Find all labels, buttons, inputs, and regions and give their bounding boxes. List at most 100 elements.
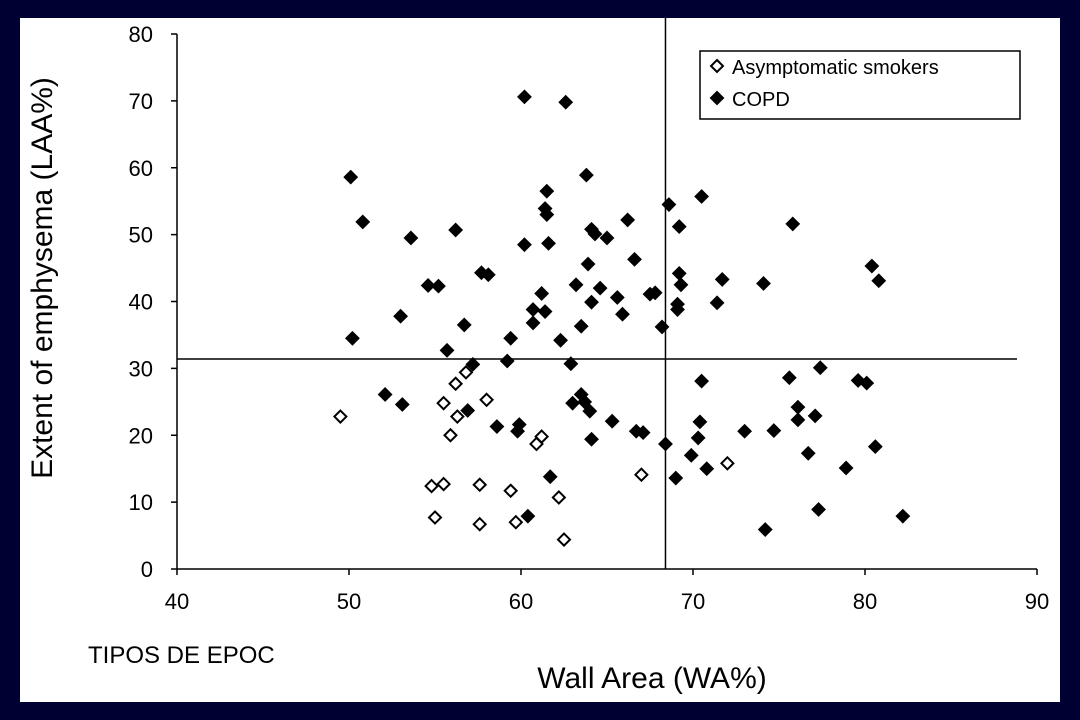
- copd-point: [520, 508, 536, 524]
- copd-point: [537, 304, 553, 319]
- legend-label-asymptomatic: Asymptomatic smokers: [732, 57, 939, 79]
- copd-point: [671, 265, 687, 281]
- x-axis-ticks: 40 50 60 70 80 90: [165, 569, 1049, 614]
- copd-point: [599, 230, 615, 246]
- asymptomatic-smoker-point: [551, 490, 567, 505]
- copd-point: [864, 258, 880, 274]
- copd-point: [565, 395, 581, 411]
- copd-point: [615, 306, 630, 322]
- copd-point: [489, 419, 505, 434]
- copd-point: [737, 423, 753, 439]
- copd-point: [766, 423, 782, 438]
- scatter-chart: 0 10 20 30 40 50 60 70 80 40 50 60 70 80 90 Asymptoma…: [26, 18, 1049, 695]
- copd-point: [439, 342, 455, 358]
- copd-point: [694, 189, 710, 204]
- copd-point: [587, 226, 603, 242]
- legend-box: [699, 50, 1021, 120]
- y-tick-label: 30: [129, 356, 153, 381]
- copd-point: [517, 89, 532, 105]
- note-label: TIPOS DE EPOC: [88, 642, 275, 669]
- y-tick-label: 40: [129, 290, 153, 315]
- y-tick-label: 20: [129, 423, 153, 448]
- copd-point: [647, 285, 663, 301]
- copd-point: [393, 308, 409, 324]
- copd-point: [573, 318, 589, 334]
- copd-point: [448, 222, 464, 238]
- copd-point: [871, 273, 887, 289]
- asymptomatic-smoker-point: [332, 409, 348, 424]
- copd-point: [661, 197, 677, 212]
- copd-point: [859, 375, 875, 391]
- copd-point: [781, 370, 797, 386]
- copd-point: [709, 295, 725, 311]
- copd-point: [635, 425, 651, 440]
- copd-point: [553, 332, 568, 348]
- copd-point: [584, 431, 599, 447]
- copd-point: [790, 412, 806, 428]
- asymptomatic-smoker-point: [508, 514, 524, 530]
- x-tick-label: 60: [509, 589, 533, 614]
- copd-point: [811, 502, 826, 517]
- data-points: [332, 89, 911, 547]
- asymptomatic-smoker-point: [436, 395, 452, 411]
- copd-point: [692, 414, 708, 430]
- copd-point: [699, 461, 715, 477]
- asymptomatic-smoker-point: [424, 478, 439, 494]
- x-tick-label: 90: [1025, 589, 1049, 614]
- copd-point: [609, 290, 625, 305]
- copd-point: [800, 445, 816, 461]
- y-axis-ticks: 0 10 20 30 40 50 60 70 80: [129, 22, 177, 582]
- asymptomatic-smoker-point: [479, 392, 495, 408]
- copd-point: [714, 272, 730, 287]
- copd-point: [785, 216, 801, 232]
- x-tick-label: 50: [337, 589, 361, 614]
- legend-label-copd: COPD: [732, 89, 790, 111]
- y-tick-label: 0: [141, 557, 153, 582]
- copd-point: [403, 230, 419, 246]
- copd-point: [558, 94, 574, 110]
- asymptomatic-smoker-point: [458, 364, 474, 380]
- copd-point: [539, 207, 555, 222]
- copd-point: [511, 417, 527, 432]
- x-axis-title: Wall Area (WA%): [537, 662, 766, 695]
- copd-point: [756, 276, 771, 291]
- copd-point: [460, 403, 476, 418]
- copd-point: [456, 317, 472, 333]
- legend-marker-copd: [709, 90, 725, 106]
- copd-point: [517, 237, 532, 253]
- copd-point: [568, 277, 584, 293]
- copd-point: [534, 286, 550, 301]
- y-axis-title: Extent of emphysema (LAA%): [26, 77, 59, 479]
- copd-point: [690, 430, 706, 446]
- copd-point: [654, 319, 670, 335]
- copd-point: [673, 277, 689, 293]
- copd-point: [480, 267, 496, 283]
- legend-marker-asymptomatic: [709, 58, 725, 74]
- copd-point: [620, 212, 636, 228]
- copd-point: [867, 439, 883, 455]
- copd-point: [541, 235, 556, 251]
- copd-point: [812, 360, 828, 376]
- copd-point: [627, 251, 642, 267]
- copd-point: [668, 470, 684, 486]
- copd-point: [658, 436, 673, 452]
- copd-point: [465, 356, 481, 372]
- copd-point: [499, 353, 515, 369]
- copd-point: [355, 214, 371, 230]
- asymptomatic-smoker-point: [449, 409, 465, 424]
- copd-point: [670, 296, 685, 312]
- copd-point: [807, 408, 823, 424]
- asymptomatic-smoker-point: [472, 477, 488, 493]
- asymptomatic-smoker-point: [503, 483, 519, 499]
- asymptomatic-smoker-point: [427, 510, 443, 525]
- copd-point: [757, 522, 773, 537]
- y-tick-label: 10: [129, 490, 153, 515]
- y-tick-label: 50: [129, 223, 153, 248]
- copd-point: [582, 403, 598, 419]
- asymptomatic-smoker-point: [534, 429, 550, 445]
- x-tick-label: 70: [681, 589, 705, 614]
- copd-point: [895, 508, 911, 524]
- copd-point: [838, 460, 854, 476]
- copd-point: [431, 278, 446, 294]
- asymptomatic-smoker-point: [633, 467, 649, 483]
